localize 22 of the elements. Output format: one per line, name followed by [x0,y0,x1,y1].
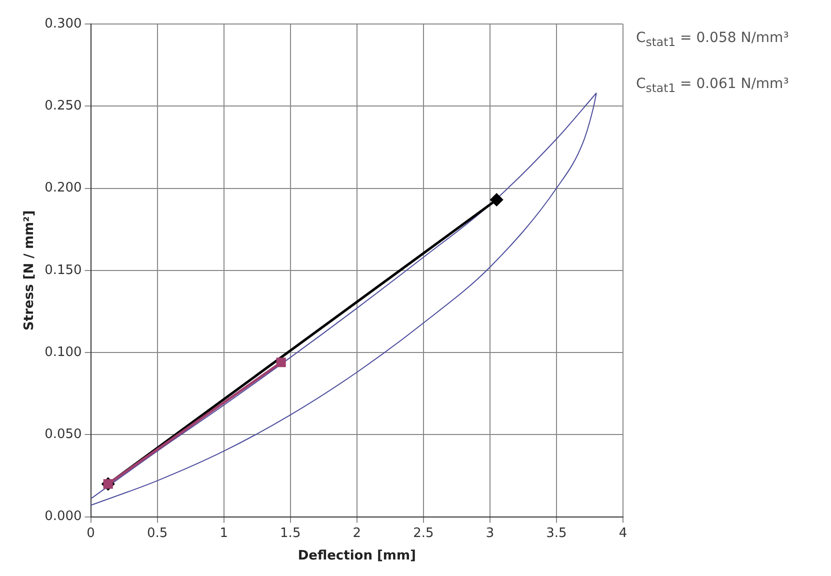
y-tick-label: 0.250 [44,98,82,114]
x-tick-label: 4 [618,526,628,541]
x-tick-label: 1.5 [280,526,301,541]
x-tick-label: 0 [86,526,95,541]
y-tick-label: 0.050 [44,427,82,442]
x-tick-label: 1 [220,526,228,541]
x-tick-label: 2.5 [413,526,434,541]
y-tick-label: 0.300 [44,16,82,32]
y-tick-label: 0.150 [44,262,82,278]
x-axis-title: Deflection [mm] [298,548,416,564]
y-tick-label: 0.200 [44,180,82,196]
point [490,194,503,206]
text: C$_{stat1}$ = 0.058 N/mm³ [636,30,789,49]
y-axis-title: Stress [N / mm²] [22,210,38,330]
x-tick-label: 2 [352,526,362,541]
x-tick-label: 3.5 [546,526,567,541]
point [276,358,286,368]
y-tick-label: 0.000 [44,509,82,524]
y-tick-label: 0.100 [44,344,82,360]
x-tick-label: 0.5 [146,526,168,541]
text: C$_{stat1}$ = 0.061 N/mm³ [636,76,789,95]
x-tick-label: 3 [486,526,494,541]
